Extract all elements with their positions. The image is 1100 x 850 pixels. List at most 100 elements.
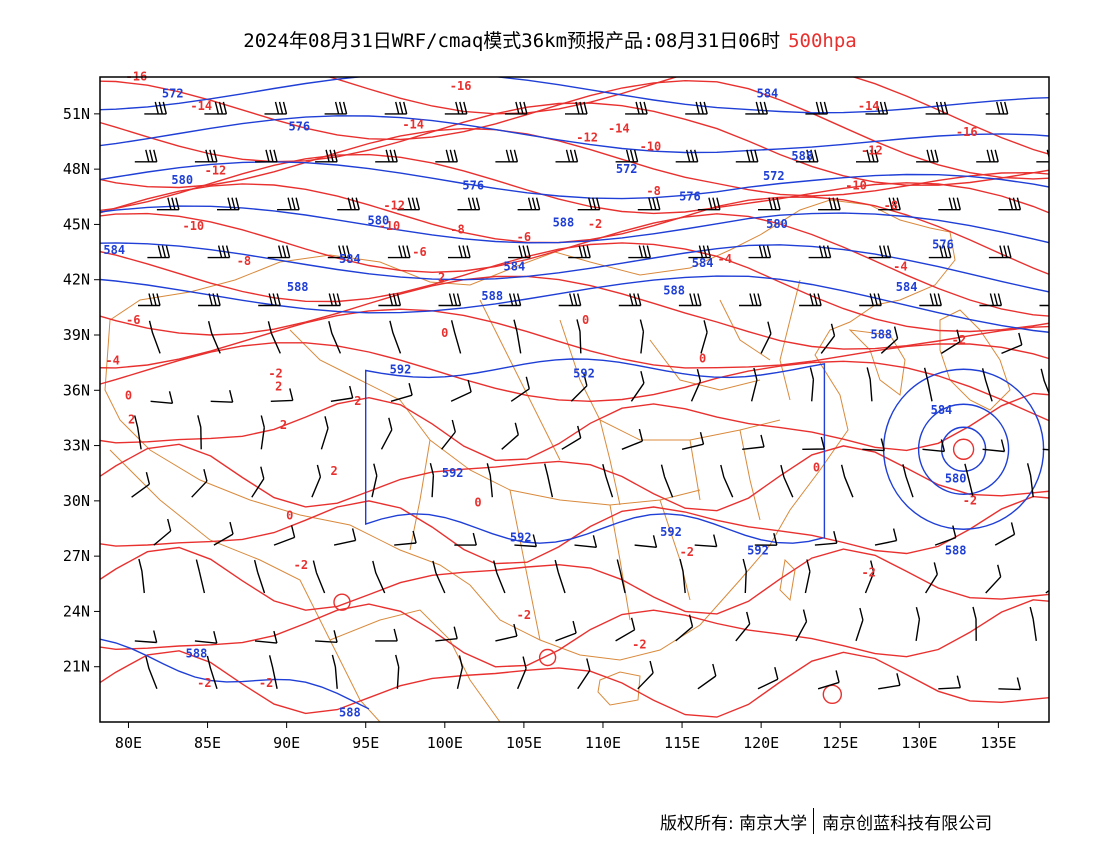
wind-barb [207,245,231,259]
lon-label: 105E [506,734,542,752]
wind-barb [923,367,933,402]
wind-barb [486,463,493,498]
wind-barb [138,293,161,307]
height-closed-contour [940,426,987,472]
temperature-label: 2 [128,412,135,426]
wind-barb [555,620,577,642]
wind-barb [328,321,342,354]
wind-barb [441,419,456,450]
temperature-isoline [100,546,1049,615]
height-isoline [100,161,1049,200]
wind-barb [820,323,836,354]
height-label: 576 [288,119,310,133]
lon-label: 125E [822,734,858,752]
height-label: 588 [870,328,892,342]
lat-label: 42N [63,271,90,289]
height-isoline [100,242,1049,293]
height-label: 588 [481,289,503,303]
wind-barb [318,293,341,307]
temperature-isolines [100,77,1049,718]
wind-barb [637,660,654,690]
wind-barb [1040,368,1049,396]
height-label: 580 [368,213,390,227]
wind-barb [213,521,234,546]
lat-label: 45N [63,215,90,233]
wind-barb [866,367,873,402]
wind-barb [380,417,393,450]
lon-label: 90E [273,734,300,752]
wind-barb [517,197,541,211]
wind-barb [1059,198,1081,210]
height-label: 584 [692,256,714,270]
wind-barb [697,197,721,211]
height-label: 576 [932,237,954,251]
wind-barb [544,463,554,498]
wind-barb [333,528,357,546]
wind-barb [495,149,519,163]
wind-barb [372,560,386,594]
wind-barb [856,149,879,163]
wind-barb [735,611,751,642]
wind-barb [982,439,1006,453]
temperature-isoline [100,212,1049,317]
wind-barb [809,367,815,402]
wind-barb [268,655,278,689]
wind-barb [206,655,218,690]
wind-barb [456,655,464,689]
wind-barb [191,469,208,498]
wind-barb [681,432,705,450]
wind-barb [312,560,326,594]
wind-barb [501,422,519,450]
temperature-label: -12 [576,131,598,145]
title-main: 2024年08月31日WRF/cmaq模式36km预报产品:08月31日06时 [243,30,781,52]
wind-barb [1055,519,1072,545]
temperature-label: -2 [268,366,282,380]
temperature-closed-contour [538,648,557,667]
height-label: 580 [945,471,967,485]
wind-barb [315,149,338,163]
wind-barb [928,245,952,259]
wind-barb [337,197,360,211]
wind-barb [862,438,885,452]
temperature-isoline [327,77,1049,155]
temperature-label: 2 [438,271,445,285]
temperature-label: -6 [412,245,426,259]
wind-barb [516,656,527,690]
wind-barb [1049,246,1071,258]
temperature-isoline [100,495,1049,565]
wind-barb [397,197,421,211]
temperature-label: -2 [517,608,531,622]
temperature-label: -10 [640,140,662,154]
lon-label: 115E [664,734,700,752]
lat-label: 39N [63,326,90,344]
temperature-isoline [100,102,1049,186]
wind-barb [264,101,288,115]
lon-label: 95E [352,734,379,752]
temperature-label: 0 [286,508,293,522]
temperature-isoline [100,308,1049,369]
wind-barb [878,673,901,690]
temperature-isoline [100,153,1049,215]
wind-barb [675,149,699,163]
wind-barb [697,663,717,690]
wind-barb [156,197,180,211]
temperature-label: 0 [699,352,706,366]
height-label: 572 [763,169,785,183]
wind-barb [255,149,278,163]
height-label: 572 [162,86,184,100]
wind-barb [148,320,161,354]
temperature-label: 2 [280,418,287,432]
wind-barb [754,533,778,546]
height-isoline [100,77,1049,114]
height-isolines [100,77,1049,710]
temperature-isoline [100,342,1049,422]
wind-barb [1039,304,1049,307]
wind-barb [618,293,642,307]
wind-barb [394,530,417,546]
temperature-label: -2 [952,333,966,347]
temperature-isoline [100,242,1049,333]
wind-barb [330,385,354,402]
wind-barb [444,101,468,115]
height-label: 580 [766,217,788,231]
wind-barbs [131,101,1081,691]
